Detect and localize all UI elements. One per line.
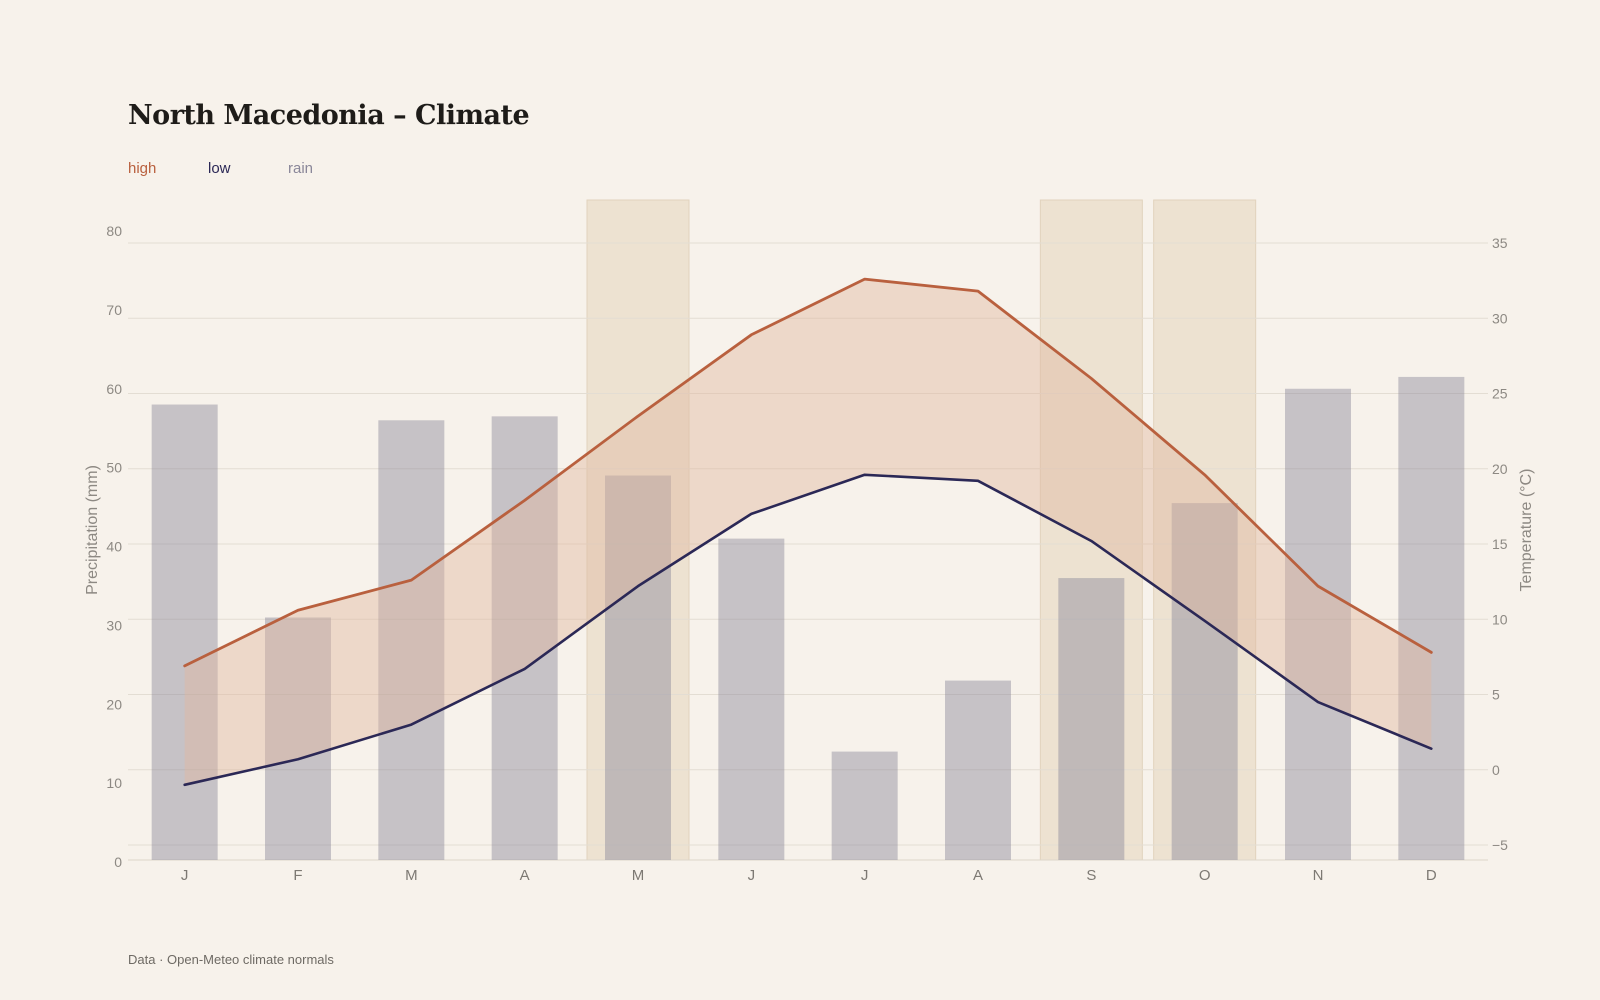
highlight-bands (586, 199, 1257, 861)
legend: high low rain (128, 160, 368, 177)
rain-bar (151, 404, 218, 860)
chart-title: North Macedonia – Climate (128, 100, 530, 131)
y-left-tick-label: 0 (114, 854, 122, 870)
x-tick-label: J (748, 867, 756, 884)
high-low-band (184, 279, 1432, 785)
y-right-tick-label: 25 (1492, 386, 1508, 402)
y-left-tick-label: 30 (106, 617, 122, 633)
y-left-tick-label: 80 (106, 223, 122, 239)
rain-bars (151, 376, 1465, 860)
y-right-tick-label: 20 (1492, 461, 1508, 477)
x-tick-label: S (1086, 867, 1096, 884)
x-tick-label: J (181, 867, 189, 884)
x-tick-label: M (632, 867, 645, 884)
highlight-month-9 (1153, 199, 1257, 861)
x-tick-label: A (520, 867, 530, 884)
x-tick-label: M (405, 867, 418, 884)
y-right-tick-label: 35 (1492, 235, 1508, 251)
x-tick-label: O (1199, 867, 1211, 884)
rain-bar (265, 617, 331, 860)
x-tick-label: F (293, 867, 302, 884)
legend-low: low (208, 160, 231, 177)
source-note: Data · Open-Meteo climate normals (128, 952, 334, 967)
rain-bar (1058, 578, 1125, 860)
axes: 0 10 20 30 40 50 60 70 80 −5 0 5 10 15 20 25 30 35 J F M A M J J… (106, 223, 1508, 884)
low-series-line (183, 473, 1433, 787)
rain-bar (491, 416, 558, 860)
rain-bar (605, 475, 671, 860)
x-tick-label: J (861, 867, 869, 884)
x-tick-label: A (973, 867, 983, 884)
rain-bar (831, 751, 898, 860)
y-left-tick-label: 70 (106, 302, 122, 318)
rain-bar (1285, 388, 1351, 860)
rain-bar (945, 680, 1011, 860)
y-left-tick-label: 40 (106, 539, 122, 555)
temperature-lines (183, 277, 1433, 787)
y-left-tick-label: 50 (106, 460, 122, 476)
x-tick-label: D (1426, 867, 1437, 884)
y-left-axis-title: Precipitation (mm) (84, 465, 101, 595)
y-right-tick-label: 15 (1492, 536, 1508, 552)
y-right-axis-title: Temperature (°C) (1518, 469, 1535, 592)
y-right-tick-label: 10 (1492, 611, 1508, 627)
y-right-tick-label: 30 (1492, 310, 1508, 326)
rain-bar (1398, 376, 1465, 860)
temperature-band (184, 279, 1432, 785)
highlight-month-8 (1039, 199, 1143, 861)
highlight-month-4 (586, 199, 690, 861)
high-series-line (183, 277, 1433, 668)
rain-bar (718, 538, 785, 860)
y-right-tick-label: −5 (1492, 837, 1508, 853)
y-right-tick-label: 0 (1492, 762, 1500, 778)
y-left-tick-label: 60 (106, 381, 122, 397)
legend-rain: rain (288, 160, 314, 177)
legend-high: high (128, 160, 157, 177)
y-left-tick-label: 20 (106, 696, 122, 712)
y-right-tick-label: 5 (1492, 687, 1500, 703)
gridlines (128, 242, 1488, 861)
y-left-tick-label: 10 (106, 775, 122, 791)
x-tick-label: N (1313, 867, 1324, 884)
rain-bar (1171, 503, 1238, 860)
rain-bar (378, 420, 445, 860)
